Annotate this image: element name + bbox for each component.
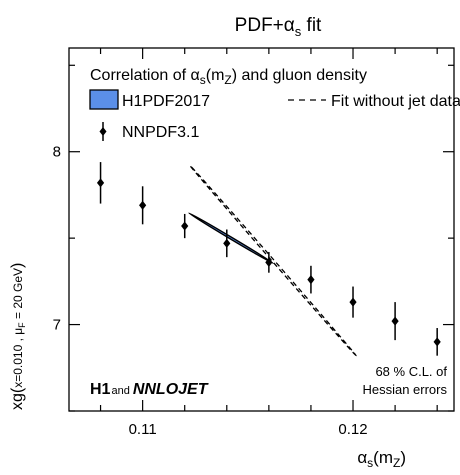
data-marker: [433, 337, 441, 347]
legend-h1pdf-swatch: [89, 89, 119, 110]
legend-nnpdf-marker: [99, 122, 107, 141]
legend-nnpdf-label: NNPDF3.1: [122, 124, 199, 141]
data-point: [391, 302, 399, 341]
data-point: [433, 328, 441, 356]
data-point: [181, 213, 189, 239]
legend-fit-label: Fit without jet data: [331, 93, 460, 110]
cl-annotation-line2: Hessian errors: [362, 382, 447, 397]
data-point: [223, 229, 231, 258]
h1pdf2017-ellipse: [188, 212, 274, 264]
data-marker: [307, 275, 315, 285]
data-marker: [139, 200, 147, 210]
data-point: [139, 186, 147, 225]
legend-header: Correlation of αs(mZ) and gluon density: [90, 67, 367, 87]
x-axis-ticks: [99, 48, 438, 411]
y-axis-label: xg(x=0.010 , μF = 20 GeV): [9, 263, 27, 410]
collaboration-label: H1and NNLOJET: [90, 381, 209, 398]
data-marker: [265, 257, 273, 267]
data-marker: [96, 178, 105, 188]
plot-frame: [68, 47, 455, 412]
legend: Correlation of αs(mZ) and gluon density …: [89, 67, 460, 141]
y-axis-ticks: [69, 64, 454, 412]
data-point: [307, 265, 315, 294]
x-axis-label: αs(mZ): [357, 448, 406, 470]
data-marker: [223, 238, 231, 248]
data-marker: [181, 221, 189, 231]
data-point: [265, 251, 273, 273]
data-point: [349, 286, 357, 318]
chart-title: PDF+αs fit: [235, 15, 322, 39]
fit-without-jet-ellipse: [189, 164, 357, 357]
data-point: [96, 162, 105, 204]
data-marker: [349, 297, 357, 307]
x-tick-label: 0.12: [338, 421, 367, 438]
y-tick-label: 7: [53, 317, 61, 334]
cl-annotation-line1: 68 % C.L. of: [375, 364, 447, 379]
y-tick-label: 8: [53, 144, 61, 161]
data-marker: [391, 316, 399, 326]
nnpdf-points: [96, 162, 441, 356]
x-tick-label: 0.11: [129, 421, 157, 438]
legend-h1pdf-label: H1PDF2017: [122, 93, 210, 110]
